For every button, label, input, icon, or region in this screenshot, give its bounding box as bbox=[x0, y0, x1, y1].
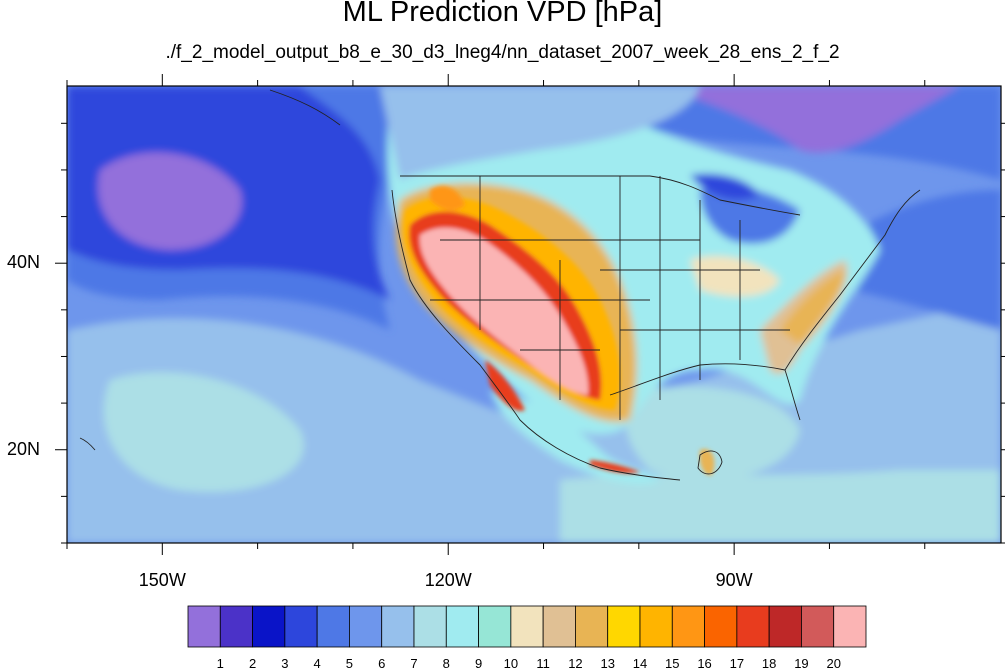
lon-tick-label: 90W bbox=[715, 570, 753, 590]
colorbar-label: 8 bbox=[442, 656, 450, 671]
colorbar-swatch bbox=[607, 605, 641, 648]
colorbar-label: 11 bbox=[536, 656, 550, 671]
colorbar-swatch bbox=[736, 605, 770, 648]
colorbar-label: 9 bbox=[474, 656, 483, 671]
colorbar-label: 15 bbox=[665, 656, 680, 671]
field-great-lakes bbox=[700, 186, 800, 244]
colorbar-label: 3 bbox=[281, 656, 289, 671]
field-atlantic bbox=[840, 190, 1001, 330]
field-west-pink bbox=[419, 227, 589, 395]
colorbar-swatch bbox=[671, 605, 705, 648]
colorbar-label: 20 bbox=[826, 656, 841, 671]
colorbar-label: 10 bbox=[503, 656, 519, 671]
field-gulf-light bbox=[626, 386, 800, 480]
colorbar-label: 13 bbox=[600, 656, 615, 671]
colorbar-swatch bbox=[575, 605, 609, 648]
colorbar-label: 17 bbox=[729, 656, 745, 671]
coastlines bbox=[79, 89, 921, 481]
field-yucatan bbox=[699, 449, 715, 476]
colorbar-label: 18 bbox=[761, 656, 777, 671]
colorbar-swatch bbox=[381, 605, 415, 648]
lat-tick-label: 40N bbox=[6, 252, 40, 273]
colorbar-label: 2 bbox=[248, 656, 257, 671]
field-central-america bbox=[590, 460, 640, 474]
colorbar-label: 5 bbox=[345, 656, 354, 671]
map-frame bbox=[66, 85, 1002, 544]
lon-tick-label: 120W bbox=[424, 570, 472, 590]
field-appalachian bbox=[780, 270, 845, 345]
colorbar-swatch bbox=[801, 605, 835, 648]
field-east-pacific bbox=[560, 470, 1001, 543]
field-hudson bbox=[690, 173, 760, 200]
field-pacific-purple bbox=[98, 152, 242, 250]
colorbar-swatch bbox=[284, 605, 318, 648]
field-mexico bbox=[490, 390, 660, 484]
colorbar-swatch bbox=[349, 605, 383, 648]
field-labrador bbox=[660, 86, 960, 153]
colorbar-swatch bbox=[542, 605, 576, 648]
colorbar-swatch bbox=[510, 605, 544, 648]
field-pacific-light bbox=[103, 372, 304, 492]
colorbar-swatch bbox=[252, 605, 286, 648]
colorbar-label: 12 bbox=[568, 656, 583, 671]
field-idaho bbox=[430, 185, 465, 211]
lon-tick-label: 150W bbox=[138, 570, 186, 590]
colorbar-label: 14 bbox=[632, 656, 648, 671]
colorbar-swatch bbox=[478, 605, 512, 648]
map-ticks bbox=[55, 74, 1005, 555]
lat-tick-label: 20N bbox=[6, 438, 40, 459]
field-baja bbox=[485, 360, 525, 411]
map-subtitle: ./f_2_model_output_b8_e_30_d3_lneg4/nn_d… bbox=[165, 42, 840, 63]
colorbar-swatch bbox=[768, 605, 802, 648]
colorbar-swatch bbox=[833, 605, 867, 648]
colorbar-label: 19 bbox=[794, 656, 809, 671]
colorbar-swatch bbox=[639, 605, 673, 648]
colorbar-swatch bbox=[219, 605, 253, 648]
colorbar-swatch bbox=[413, 605, 447, 648]
colorbar-swatch bbox=[445, 605, 479, 648]
colorbar-label: 1 bbox=[216, 656, 224, 671]
colorbar-label: 7 bbox=[410, 656, 418, 671]
map-title: ML Prediction VPD [hPa] bbox=[342, 0, 663, 28]
field-canada bbox=[380, 86, 700, 180]
colorbar-label: 6 bbox=[378, 656, 386, 671]
field-plains-tan bbox=[690, 256, 780, 297]
colorbar-swatch bbox=[316, 605, 350, 648]
colorbar-label: 16 bbox=[697, 656, 712, 671]
colorbar-label: 4 bbox=[313, 656, 321, 671]
colorbar-swatch bbox=[704, 605, 738, 648]
colorbar-swatch bbox=[187, 605, 221, 648]
vpd-map bbox=[55, 74, 1005, 555]
